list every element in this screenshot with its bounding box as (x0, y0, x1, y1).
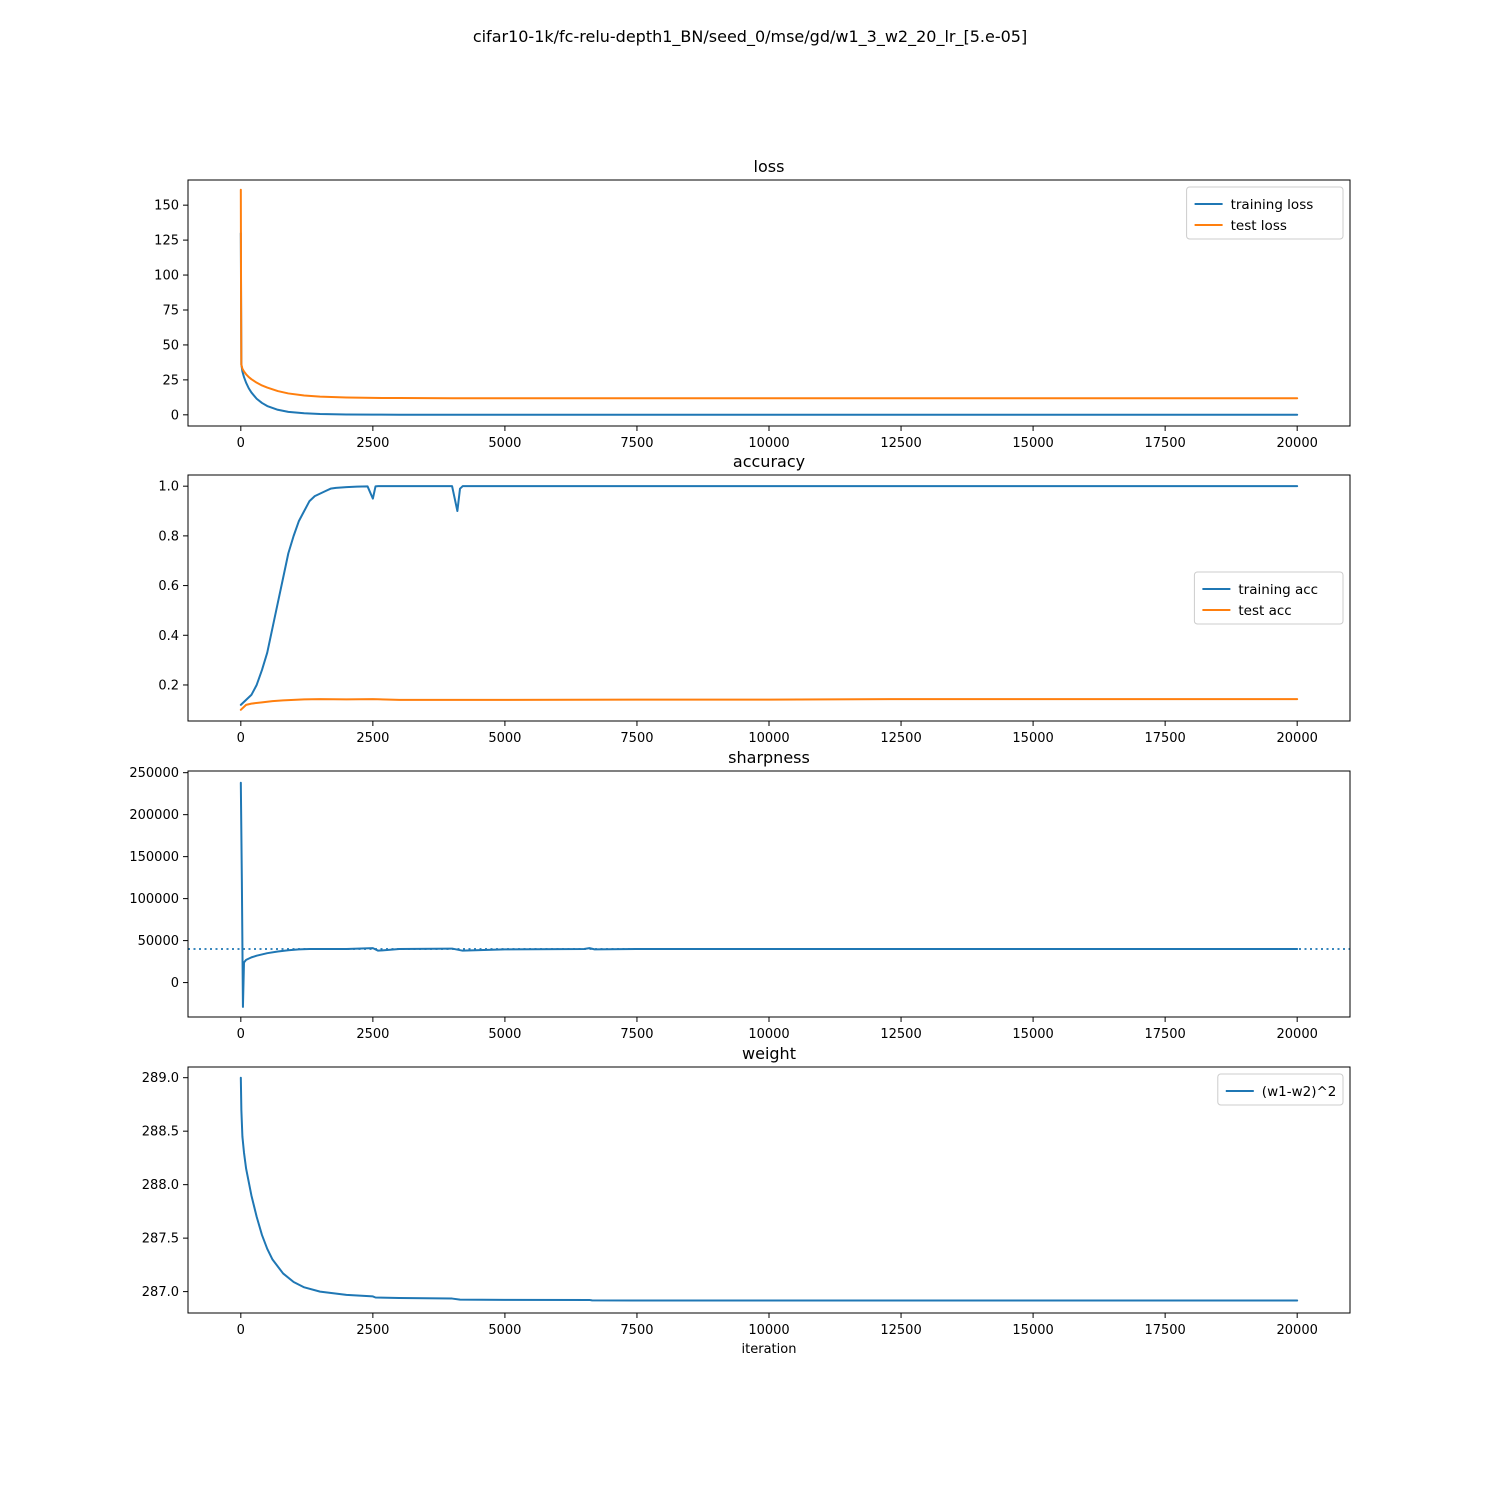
loss-series-test-loss (239, 188, 1299, 400)
loss-spines (187, 179, 1351, 427)
weight-ytick-label: 287.5 (142, 1232, 179, 1247)
accuracy-spines (187, 474, 1351, 722)
loss-ytick-label: 0 (171, 408, 179, 423)
accuracy-legend: training acc test acc (1193, 571, 1344, 625)
loss-legend-label: test loss (1231, 218, 1287, 234)
loss-ytick-label: 25 (162, 373, 179, 388)
accuracy-plot-area (188, 475, 1350, 721)
loss-xtick-label: 0 (237, 436, 245, 451)
sharpness-xtick-label: 2500 (356, 1027, 389, 1042)
sharpness-xtick-label: 15000 (1012, 1027, 1053, 1042)
weight-xlabel: iteration (742, 1342, 797, 1357)
subplot-accuracy: accuracy 0 2500 5000 7500 10000 12500 15000 1750… (158, 452, 1351, 746)
accuracy-xtick-label: 5000 (488, 731, 521, 746)
accuracy-series-test-acc (239, 698, 1299, 711)
weight-xtick-label: 5000 (488, 1323, 521, 1338)
weight-spines (187, 1066, 1351, 1314)
accuracy-xtick-label: 17500 (1144, 731, 1185, 746)
loss-xtick-label: 12500 (880, 436, 921, 451)
sharpness-title: sharpness (728, 748, 810, 767)
loss-xtick-label: 15000 (1012, 436, 1053, 451)
loss-ytick-label: 75 (162, 303, 179, 318)
loss-xtick-label: 20000 (1277, 436, 1318, 451)
loss-ytick-label: 50 (162, 338, 179, 353)
loss-xtick-label: 17500 (1144, 436, 1185, 451)
weight-xtick-label: 17500 (1144, 1323, 1185, 1338)
sharpness-series-0 (239, 781, 1299, 1008)
loss-ytick-label: 125 (154, 234, 179, 249)
accuracy-xtick-label: 12500 (880, 731, 921, 746)
accuracy-ytick-label: 0.6 (158, 579, 179, 594)
accuracy-ytick-label: 0.2 (158, 678, 179, 693)
loss-xtick-label: 7500 (620, 436, 653, 451)
loss-xtick-label: 10000 (748, 436, 789, 451)
accuracy-legend-label: training acc (1238, 582, 1318, 598)
sharpness-ytick-label: 250000 (129, 766, 179, 781)
weight-ytick-label: 288.5 (142, 1125, 179, 1140)
accuracy-xtick-label: 0 (237, 731, 245, 746)
weight-xtick-label: 2500 (356, 1323, 389, 1338)
weight-xtick-label: 7500 (620, 1323, 653, 1338)
weight-title: weight (742, 1044, 796, 1063)
weight-ytick-label: 287.0 (142, 1285, 179, 1300)
weight-ytick-label: 288.0 (142, 1178, 179, 1193)
loss-title: loss (754, 157, 785, 176)
weight-xtick-label: 10000 (748, 1323, 789, 1338)
sharpness-xtick-label: 12500 (880, 1027, 921, 1042)
loss-legend: training loss test loss (1186, 186, 1344, 240)
sharpness-ytick-label: 0 (171, 976, 179, 991)
loss-series-training-loss (239, 232, 1299, 416)
accuracy-ytick-label: 0.4 (158, 629, 179, 644)
weight-series--w1-w2-2 (239, 1076, 1299, 1302)
subplot-loss: loss 0 2500 5000 7500 10000 12500 15000 17500 200… (154, 157, 1351, 451)
sharpness-ytick-label: 200000 (129, 808, 179, 823)
sharpness-xtick-label: 5000 (488, 1027, 521, 1042)
weight-xtick-label: 20000 (1277, 1323, 1318, 1338)
sharpness-xtick-label: 0 (237, 1027, 245, 1042)
weight-xtick-label: 12500 (880, 1323, 921, 1338)
loss-ytick-label: 100 (154, 269, 179, 284)
loss-ytick-label: 150 (154, 199, 179, 214)
sharpness-xtick-label: 17500 (1144, 1027, 1185, 1042)
weight-legend: (w1-w2)^2 (1217, 1073, 1344, 1106)
accuracy-legend-label: test acc (1238, 603, 1291, 619)
sharpness-xtick-label: 10000 (748, 1027, 789, 1042)
loss-xtick-label: 5000 (488, 436, 521, 451)
accuracy-xtick-label: 7500 (620, 731, 653, 746)
sharpness-ytick-label: 100000 (129, 892, 179, 907)
accuracy-ytick-label: 0.8 (158, 529, 179, 544)
subplot-sharpness: sharpness 0 2500 5000 7500 10000 12500 15000 175… (129, 748, 1351, 1042)
sharpness-spines (187, 770, 1351, 1018)
weight-ytick-label: 289.0 (142, 1071, 179, 1086)
weight-plot-area (188, 1067, 1350, 1313)
weight-xtick-label: 15000 (1012, 1323, 1053, 1338)
accuracy-xtick-label: 10000 (748, 731, 789, 746)
weight-xtick-label: 0 (237, 1323, 245, 1338)
sharpness-xtick-label: 7500 (620, 1027, 653, 1042)
sharpness-plot-area (188, 771, 1350, 1017)
loss-legend-label: training loss (1231, 197, 1314, 213)
weight-legend-label: (w1-w2)^2 (1262, 1084, 1337, 1100)
loss-plot-area (188, 180, 1350, 426)
accuracy-ytick-label: 1.0 (158, 480, 179, 495)
sharpness-ytick-label: 150000 (129, 850, 179, 865)
sharpness-xtick-label: 20000 (1277, 1027, 1318, 1042)
figure-suptitle: cifar10-1k/fc-relu-depth1_BN/seed_0/mse/… (473, 27, 1027, 47)
loss-xtick-label: 2500 (356, 436, 389, 451)
accuracy-xtick-label: 15000 (1012, 731, 1053, 746)
subplot-weight: weight 0 2500 5000 7500 10000 12500 15000 17500 2… (142, 1044, 1351, 1357)
accuracy-title: accuracy (733, 452, 805, 471)
accuracy-xtick-label: 2500 (356, 731, 389, 746)
accuracy-series-training-acc (239, 485, 1299, 706)
sharpness-ytick-label: 50000 (138, 934, 179, 949)
accuracy-xtick-label: 20000 (1277, 731, 1318, 746)
